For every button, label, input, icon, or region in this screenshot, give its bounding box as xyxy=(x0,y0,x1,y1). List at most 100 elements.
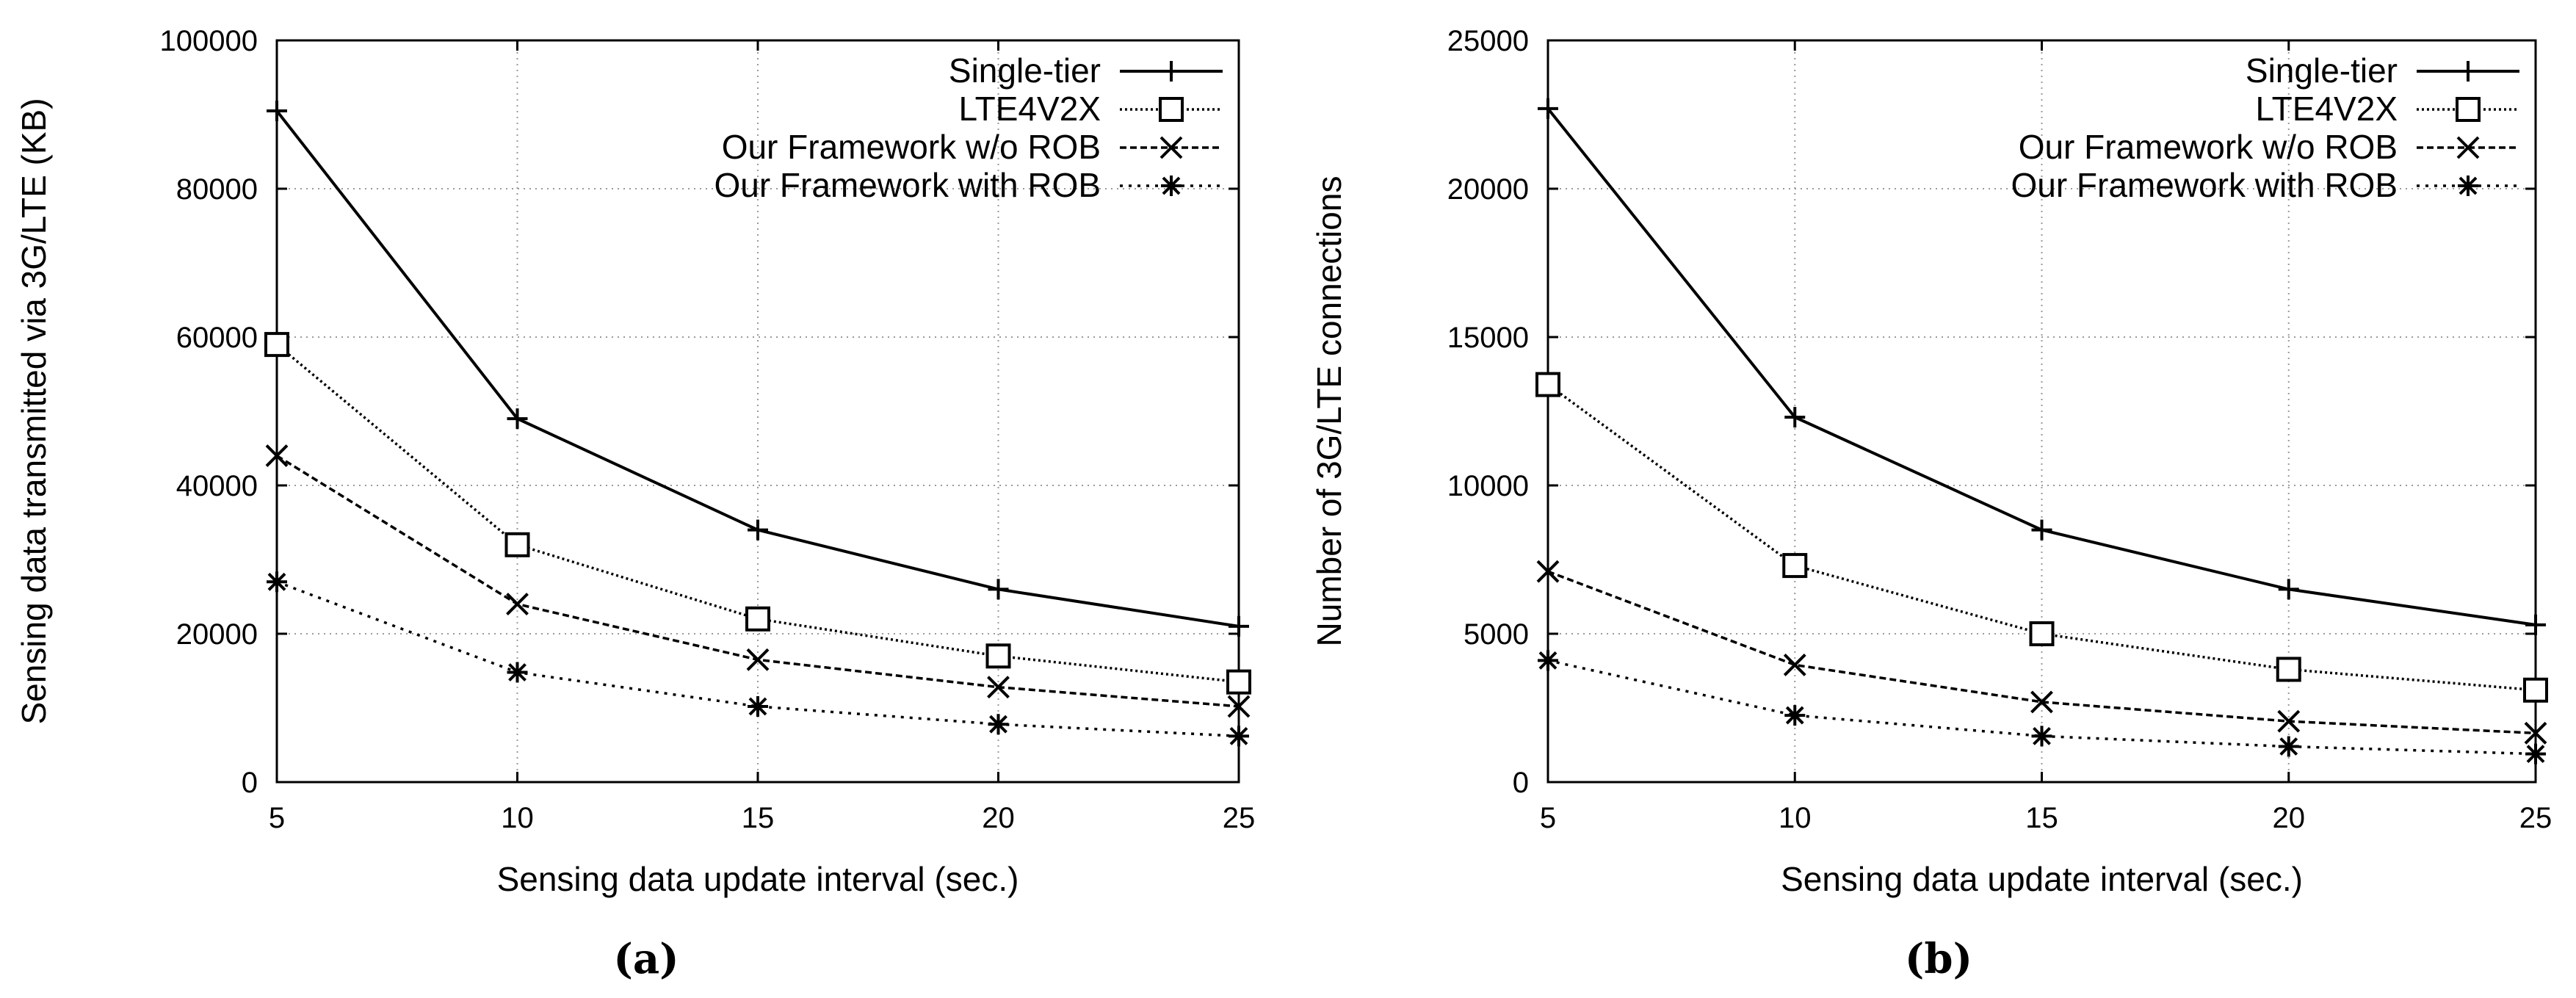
data-point-marker xyxy=(507,662,528,683)
data-point-marker xyxy=(1229,615,1249,637)
data-point-marker xyxy=(748,519,768,540)
x-tick-label: 5 xyxy=(1540,802,1556,834)
data-point-marker xyxy=(2277,709,2301,733)
series-cross xyxy=(1536,560,2547,745)
data-point-marker xyxy=(264,332,289,358)
data-point-marker xyxy=(2278,579,2299,600)
data-point-marker xyxy=(267,100,287,121)
panel-caption: (b) xyxy=(1905,935,1972,983)
data-point-marker xyxy=(2523,677,2548,703)
series-star xyxy=(1538,650,2546,764)
data-point-marker xyxy=(1227,695,1251,718)
y-tick-label: 5000 xyxy=(1464,618,1529,651)
y-tick-label: 0 xyxy=(242,767,258,799)
x-axis-label: Sensing data update interval (sec.) xyxy=(1781,860,2303,898)
y-tick-label: 40000 xyxy=(176,470,258,502)
data-point-marker xyxy=(985,643,1011,669)
series-plus xyxy=(1538,98,2546,635)
series-line xyxy=(1547,659,2536,756)
series-line xyxy=(276,580,1240,738)
y-tick-label: 20000 xyxy=(176,618,258,651)
data-point-marker xyxy=(1538,98,1558,119)
legend-label: Our Framework w/o ROB xyxy=(722,128,1101,166)
series-square xyxy=(264,332,1251,695)
data-point-marker xyxy=(267,571,287,593)
legend-marker xyxy=(2456,97,2481,122)
y-tick-label: 25000 xyxy=(1447,25,1529,57)
y-tick-label: 60000 xyxy=(176,322,258,354)
legend-label: Single-tier xyxy=(949,51,1101,90)
x-tick-label: 5 xyxy=(269,802,285,834)
legend-marker xyxy=(2458,176,2478,196)
data-point-marker xyxy=(1229,726,1249,747)
data-point-marker xyxy=(1782,553,1808,579)
series-cross xyxy=(265,444,1251,718)
data-point-marker xyxy=(2525,743,2546,764)
data-point-marker xyxy=(1535,372,1560,397)
data-point-marker xyxy=(507,408,528,430)
legend-label: Our Framework with ROB xyxy=(2011,166,2398,204)
data-point-marker xyxy=(2276,657,2301,682)
data-point-marker xyxy=(2031,726,2052,747)
x-axis-label: Sensing data update interval (sec.) xyxy=(497,860,1019,898)
y-axis-label: Sensing data transmitted via 3G/LTE (KB) xyxy=(15,98,53,724)
chart-panel-2: 0 5000 10000 15000 20000 25000 5 10 15 20 25 Sensin… xyxy=(1310,25,2552,983)
data-point-marker xyxy=(748,695,768,717)
data-point-marker xyxy=(2278,736,2299,757)
data-point-marker xyxy=(1226,669,1251,695)
data-point-marker xyxy=(265,444,289,468)
data-point-marker xyxy=(1538,650,1558,671)
legend-label: Our Framework w/o ROB xyxy=(2019,128,2398,166)
data-point-marker xyxy=(504,532,530,557)
series-line xyxy=(1547,570,2536,735)
data-point-marker xyxy=(2525,614,2546,635)
x-tick-label: 10 xyxy=(501,802,534,834)
x-tick-label: 15 xyxy=(2025,802,2058,834)
legend-marker xyxy=(2458,61,2478,82)
legend-marker xyxy=(1161,176,1182,196)
legend-marker xyxy=(1159,97,1184,122)
x-tick-label: 20 xyxy=(982,802,1015,834)
y-tick-label: 10000 xyxy=(1447,470,1529,502)
y-tick-label: 20000 xyxy=(1447,173,1529,206)
data-point-marker xyxy=(987,676,1010,699)
x-tick-label: 25 xyxy=(2519,802,2553,834)
series-square xyxy=(1535,372,2548,703)
data-point-marker xyxy=(2030,690,2053,714)
legend-marker xyxy=(1161,61,1182,82)
series-star xyxy=(267,571,1249,747)
y-tick-label: 80000 xyxy=(176,173,258,206)
legend-label: LTE4V2X xyxy=(959,90,1101,128)
data-point-marker xyxy=(2524,721,2547,745)
x-tick-label: 20 xyxy=(2273,802,2306,834)
data-point-marker xyxy=(745,606,770,632)
legend-label: LTE4V2X xyxy=(2256,90,2398,128)
data-point-marker xyxy=(746,648,770,671)
data-point-marker xyxy=(1783,654,1806,676)
data-point-marker xyxy=(1784,705,1806,726)
data-point-marker xyxy=(2031,519,2052,540)
panel-caption: (a) xyxy=(613,935,679,983)
legend-label: Our Framework with ROB xyxy=(714,166,1101,204)
legend-marker xyxy=(2456,136,2480,159)
data-point-marker xyxy=(1784,407,1806,428)
data-point-marker xyxy=(1536,560,1560,583)
x-tick-label: 10 xyxy=(1779,802,1812,834)
x-tick-label: 25 xyxy=(1223,802,1256,834)
series-plus xyxy=(267,100,1249,637)
data-point-marker xyxy=(506,593,529,616)
chart-panel-1: 0 20000 40000 60000 80000 100000 5 10 15 20 25 Sens… xyxy=(15,25,1255,983)
y-tick-label: 15000 xyxy=(1447,322,1529,354)
x-tick-label: 15 xyxy=(742,802,775,834)
data-point-marker xyxy=(988,579,1009,600)
y-tick-label: 0 xyxy=(1513,767,1529,799)
legend-marker xyxy=(1159,136,1183,159)
data-point-marker xyxy=(2029,621,2055,646)
data-point-marker xyxy=(988,714,1009,735)
y-axis-label: Number of 3G/LTE connections xyxy=(1310,176,1348,647)
legend-label: Single-tier xyxy=(2246,51,2398,90)
y-tick-label: 100000 xyxy=(160,25,258,57)
